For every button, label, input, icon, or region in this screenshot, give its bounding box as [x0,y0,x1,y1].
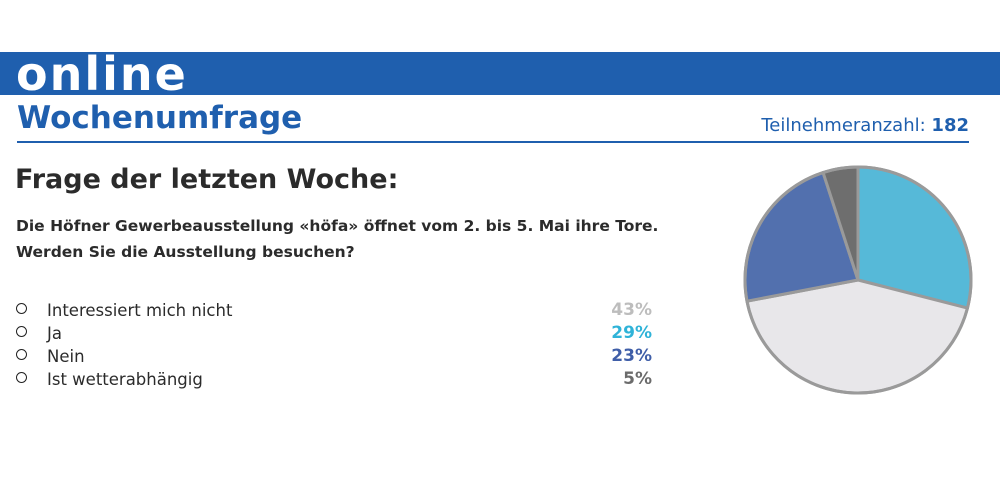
page-title: Wochenumfrage [17,100,303,136]
banner-title: online [16,52,188,95]
question-text: Die Höfner Gewerbeausstellung «höfa» öff… [16,213,696,265]
answer-label: Interessiert mich nicht [47,301,233,320]
answer-option[interactable]: Ist wetterabhängig 5% [16,368,652,391]
participants-label: Teilnehmeranzahl: [761,115,926,136]
radio-circle-icon[interactable] [16,303,27,314]
pie-chart [743,165,973,395]
answer-percent: 5% [623,369,652,389]
question-line-1: Die Höfner Gewerbeausstellung «höfa» öff… [16,217,659,235]
answer-list: Interessiert mich nicht 43% Ja 29% Nein … [16,299,652,391]
answer-option[interactable]: Nein 23% [16,345,652,368]
answer-percent: 23% [611,346,652,366]
answer-option[interactable]: Interessiert mich nicht 43% [16,299,652,322]
header-divider [17,141,969,143]
question-heading: Frage der letzten Woche: [15,164,399,195]
answer-label: Ja [47,324,62,343]
answer-label: Nein [47,347,85,366]
radio-circle-icon[interactable] [16,349,27,360]
answer-option[interactable]: Ja 29% [16,322,652,345]
answer-percent: 29% [611,323,652,343]
answer-percent: 43% [611,300,652,320]
radio-circle-icon[interactable] [16,326,27,337]
participant-count: Teilnehmeranzahl: 182 [761,114,969,138]
radio-circle-icon[interactable] [16,372,27,383]
header-banner: online [0,52,1000,95]
answer-label: Ist wetterabhängig [47,370,203,389]
participants-count-value: 182 [931,115,969,136]
question-line-2: Werden Sie die Ausstellung besuchen? [16,243,355,261]
pie-outline [743,165,973,395]
